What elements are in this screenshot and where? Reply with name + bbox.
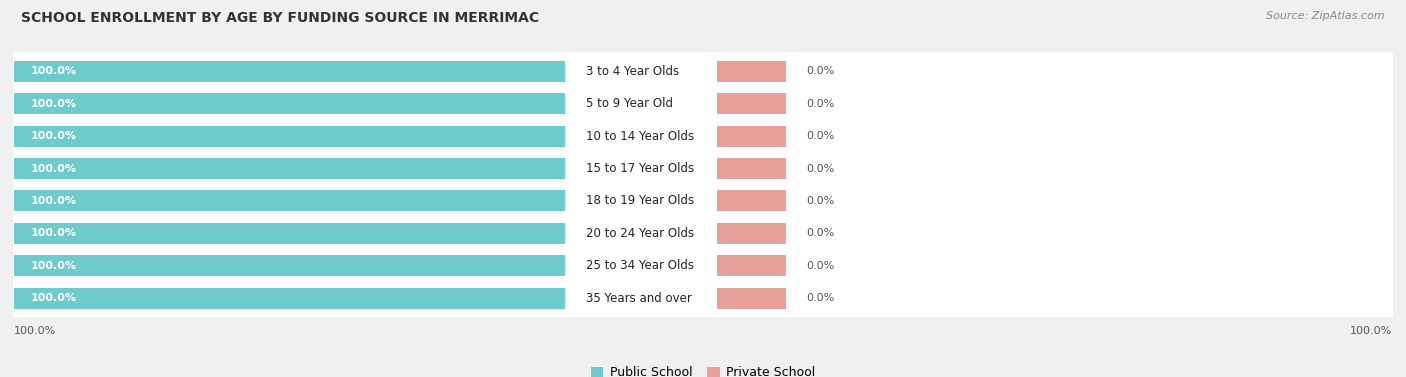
FancyBboxPatch shape <box>13 279 1393 317</box>
Bar <box>14 126 565 147</box>
Text: 18 to 19 Year Olds: 18 to 19 Year Olds <box>586 195 695 207</box>
Text: 20 to 24 Year Olds: 20 to 24 Year Olds <box>586 227 695 240</box>
Bar <box>717 255 786 276</box>
Bar <box>14 158 565 179</box>
Text: 10 to 14 Year Olds: 10 to 14 Year Olds <box>586 130 695 143</box>
Text: 0.0%: 0.0% <box>807 164 835 173</box>
Text: 100.0%: 100.0% <box>31 66 76 76</box>
Bar <box>717 223 786 244</box>
Text: 100.0%: 100.0% <box>31 164 76 173</box>
Text: 100.0%: 100.0% <box>31 228 76 238</box>
Text: 0.0%: 0.0% <box>807 196 835 206</box>
Bar <box>14 288 565 309</box>
Bar <box>717 61 786 82</box>
Text: 100.0%: 100.0% <box>31 196 76 206</box>
Text: 15 to 17 Year Olds: 15 to 17 Year Olds <box>586 162 695 175</box>
FancyBboxPatch shape <box>13 215 1393 252</box>
FancyBboxPatch shape <box>13 182 1393 220</box>
Text: 100.0%: 100.0% <box>1350 326 1392 336</box>
Text: 100.0%: 100.0% <box>14 326 56 336</box>
Bar <box>14 61 565 82</box>
Bar <box>717 158 786 179</box>
FancyBboxPatch shape <box>13 117 1393 155</box>
Text: 0.0%: 0.0% <box>807 261 835 271</box>
FancyBboxPatch shape <box>13 85 1393 123</box>
Bar <box>14 93 565 114</box>
Text: SCHOOL ENROLLMENT BY AGE BY FUNDING SOURCE IN MERRIMAC: SCHOOL ENROLLMENT BY AGE BY FUNDING SOUR… <box>21 11 540 25</box>
Text: 100.0%: 100.0% <box>31 99 76 109</box>
Bar <box>717 126 786 147</box>
Text: 0.0%: 0.0% <box>807 99 835 109</box>
Text: 0.0%: 0.0% <box>807 131 835 141</box>
Text: 100.0%: 100.0% <box>31 131 76 141</box>
Bar <box>14 255 565 276</box>
Text: 35 Years and over: 35 Years and over <box>586 292 692 305</box>
FancyBboxPatch shape <box>13 52 1393 90</box>
FancyBboxPatch shape <box>13 150 1393 187</box>
Text: 0.0%: 0.0% <box>807 293 835 303</box>
Text: 100.0%: 100.0% <box>31 293 76 303</box>
Text: 0.0%: 0.0% <box>807 66 835 76</box>
Text: 3 to 4 Year Olds: 3 to 4 Year Olds <box>586 65 679 78</box>
Text: 25 to 34 Year Olds: 25 to 34 Year Olds <box>586 259 695 272</box>
Legend: Public School, Private School: Public School, Private School <box>591 366 815 377</box>
Text: Source: ZipAtlas.com: Source: ZipAtlas.com <box>1267 11 1385 21</box>
Bar <box>14 190 565 211</box>
Bar <box>14 223 565 244</box>
Text: 100.0%: 100.0% <box>31 261 76 271</box>
Text: 5 to 9 Year Old: 5 to 9 Year Old <box>586 97 673 110</box>
Text: 0.0%: 0.0% <box>807 228 835 238</box>
Bar <box>717 93 786 114</box>
FancyBboxPatch shape <box>13 247 1393 285</box>
Bar <box>717 288 786 309</box>
Bar <box>717 190 786 211</box>
